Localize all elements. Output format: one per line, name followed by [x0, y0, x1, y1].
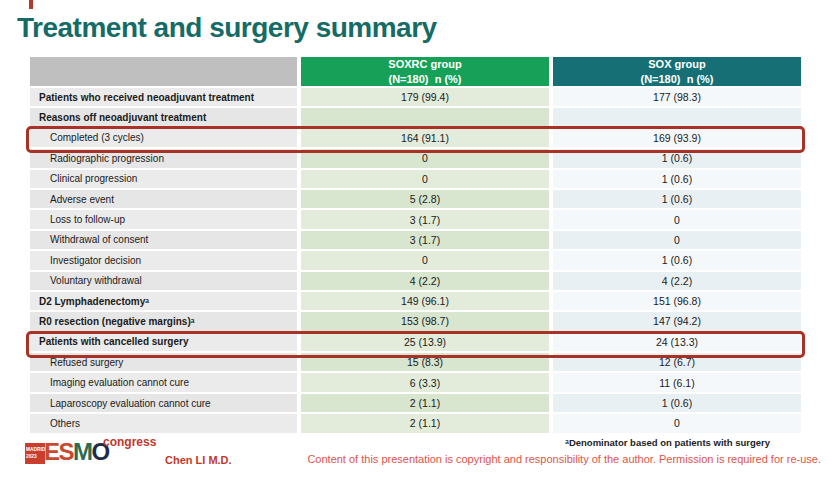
- highlight-box-completed-row: [26, 126, 805, 153]
- sox-value: 0: [553, 210, 801, 228]
- row-label: Voluntary withdrawal: [30, 272, 297, 290]
- esmo-congress-logo: MADRID. 2023 ESMO congress: [25, 437, 145, 471]
- presenter-name: Chen LI M.D.: [165, 454, 232, 466]
- footnote: ᵃDenominator based on patients with surg…: [565, 437, 770, 448]
- soxrc-value: 3 (1.7): [301, 231, 549, 249]
- row-label: Reasons off neoadjuvant treatment: [30, 108, 297, 126]
- sox-value: [553, 108, 801, 126]
- esmo-wordmark: ESMO: [44, 440, 109, 464]
- soxrc-value: 179 (99.4): [301, 88, 549, 106]
- sox-value: 1 (0.6): [553, 251, 801, 269]
- sox-value: 11 (6.1): [553, 373, 801, 391]
- treatment-summary-table: SOXRC group(N=180) n (%)SOX group(N=180)…: [30, 57, 801, 433]
- soxrc-value: 3 (1.7): [301, 210, 549, 228]
- soxrc-value: [301, 108, 549, 126]
- highlight-box-cancelled-surgery-row: [26, 331, 805, 358]
- row-label: Others: [30, 414, 297, 432]
- row-label: D2 Lymphadenectomyᵃ: [30, 292, 297, 310]
- row-label: Imaging evaluation cannot cure: [30, 373, 297, 391]
- soxrc-value: 149 (96.1): [301, 292, 549, 310]
- row-label: Laparoscopy evaluation cannot cure: [30, 394, 297, 412]
- top-edge-red-mark: [29, 0, 33, 9]
- congress-label: congress: [103, 435, 156, 449]
- row-label: Patients who received neoadjuvant treatm…: [30, 88, 297, 106]
- sox-value: 4 (2.2): [553, 272, 801, 290]
- sox-value: 177 (98.3): [553, 88, 801, 106]
- column-header-soxrc: SOXRC group(N=180) n (%): [301, 57, 549, 86]
- soxrc-value: 6 (3.3): [301, 373, 549, 391]
- soxrc-value: 0: [301, 251, 549, 269]
- row-label: Adverse event: [30, 190, 297, 208]
- slide-title: Treatment and surgery summary: [17, 12, 437, 44]
- sox-value: 0: [553, 414, 801, 432]
- sox-value: 0: [553, 231, 801, 249]
- copyright-notice: Content of this presentation is copyrigh…: [307, 453, 821, 465]
- soxrc-value: 2 (1.1): [301, 394, 549, 412]
- soxrc-value: 5 (2.8): [301, 190, 549, 208]
- row-label: Withdrawal of consent: [30, 231, 297, 249]
- soxrc-value: 153 (98.7): [301, 312, 549, 330]
- sox-value: 1 (0.6): [553, 170, 801, 188]
- soxrc-value: 2 (1.1): [301, 414, 549, 432]
- table-corner-cell: [30, 57, 297, 86]
- sox-value: 1 (0.6): [553, 190, 801, 208]
- soxrc-value: 4 (2.2): [301, 272, 549, 290]
- row-label: R0 resection (negative margins)ᵃ: [30, 312, 297, 330]
- row-label: Loss to follow-up: [30, 210, 297, 228]
- row-label: Investigator decision: [30, 251, 297, 269]
- sox-value: 147 (94.2): [553, 312, 801, 330]
- column-header-sox: SOX group(N=180) n (%): [553, 57, 801, 86]
- sox-value: 1 (0.6): [553, 394, 801, 412]
- sox-value: 151 (96.8): [553, 292, 801, 310]
- madrid-2023-badge: MADRID. 2023: [25, 443, 45, 464]
- soxrc-value: 0: [301, 170, 549, 188]
- row-label: Clinical progression: [30, 170, 297, 188]
